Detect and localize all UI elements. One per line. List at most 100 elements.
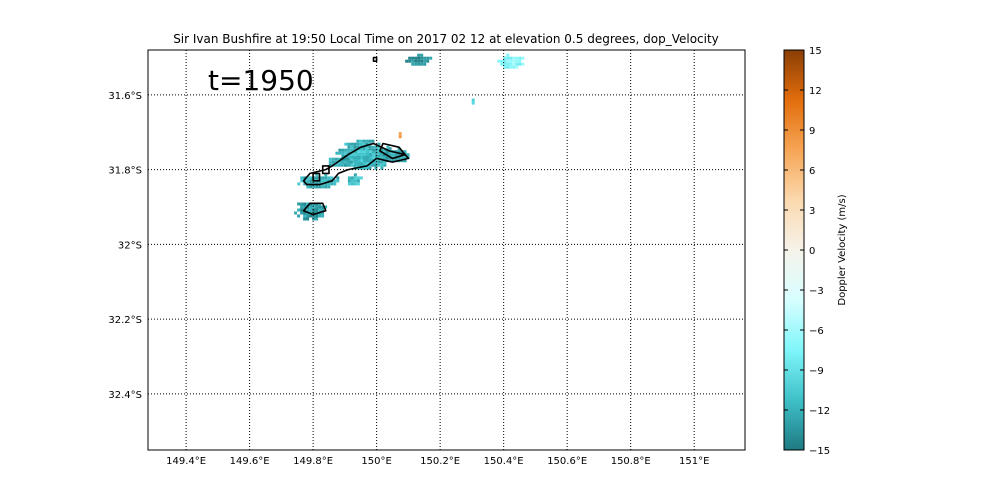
echo-cell (366, 153, 370, 157)
latitude-label: 32.4°S (108, 390, 142, 401)
echo-cell (515, 62, 519, 66)
echo-cell (309, 214, 313, 218)
echo-cell (365, 139, 369, 143)
echo-cell (330, 182, 334, 186)
echo-cell (400, 159, 404, 163)
echo-cell (374, 148, 378, 152)
echo-cell (372, 162, 376, 166)
echo-cell (377, 145, 381, 149)
fire-contour (302, 202, 327, 216)
echo-cell (334, 157, 338, 161)
echo-cell (429, 56, 433, 60)
fire-contour (312, 172, 321, 182)
echo-cell (331, 160, 335, 164)
echo-cell (369, 150, 373, 154)
colorbar-ticks: 15 12 9 6 3 0 −3 −6 −9 −12 −15 (784, 46, 830, 457)
echo-cell (324, 185, 328, 189)
echo-cell (371, 148, 375, 152)
echo-cell (340, 163, 344, 167)
echo-cell (309, 185, 313, 189)
echo-cell (360, 150, 364, 154)
echo-cell (363, 150, 367, 154)
echo-cell (426, 56, 430, 60)
echo-cell (359, 166, 363, 170)
echo-cell (346, 157, 350, 161)
echo-cell (341, 148, 345, 152)
echo-cell (397, 147, 401, 151)
echo-cell (380, 160, 384, 164)
echo-cell (403, 150, 407, 154)
echo-cell (509, 62, 513, 66)
echo-cell (333, 179, 337, 183)
longitude-label: 149.6°E (230, 456, 270, 467)
echo-cell (347, 182, 351, 186)
echo-cell (366, 150, 370, 154)
longitude-label: 150.2°E (420, 456, 460, 467)
echo-cell (300, 211, 304, 215)
echo-cell (509, 59, 513, 63)
echo-cell (512, 65, 516, 69)
echo-cell (369, 153, 373, 157)
colorbar-tick-label: −15 (809, 446, 830, 457)
echo-cell (315, 173, 319, 177)
echo-cell (354, 150, 358, 154)
colorbar-tick-label: −12 (809, 406, 830, 417)
echo-cell (518, 56, 522, 60)
echo-cell (318, 185, 322, 189)
echo-cell (512, 62, 516, 66)
echo-cell (328, 163, 332, 167)
echo-cell (341, 151, 345, 155)
echo-cell (300, 202, 304, 206)
echo-cell (344, 142, 348, 146)
echo-cell (366, 159, 370, 163)
colorbar-tick-label: 6 (809, 166, 815, 177)
echo-cell (515, 65, 519, 69)
echo-cell (315, 176, 319, 180)
echo-cell (324, 179, 328, 183)
echo-cell (512, 56, 516, 60)
echo-cell (300, 179, 304, 183)
echo-cell (327, 176, 331, 180)
echo-cell (300, 205, 304, 209)
echo-cell (362, 142, 366, 146)
echo-cell (336, 179, 340, 183)
echo-cell (354, 153, 358, 157)
echo-cell (306, 185, 310, 189)
echo-cell (337, 160, 341, 164)
echo-cell (347, 145, 351, 149)
echo-cell (417, 56, 421, 60)
echo-cell (343, 157, 347, 161)
echo-cell (337, 163, 341, 167)
echo-cell (359, 139, 363, 143)
echo-cell (303, 182, 307, 186)
echo-cell (351, 153, 355, 157)
echo-cell (515, 59, 519, 63)
latitude-label: 31.6°S (108, 91, 142, 102)
echo-cell (347, 142, 351, 146)
echo-cell (359, 142, 363, 146)
echo-cell (356, 142, 360, 146)
echo-cell (331, 157, 335, 161)
latitude-label: 32.2°S (108, 315, 142, 326)
echo-cell (353, 182, 357, 186)
echo-cell (350, 142, 354, 146)
echo-cell (363, 162, 367, 166)
echo-cell (315, 205, 319, 209)
echo-cell (324, 176, 328, 180)
map-frame (147, 49, 746, 451)
echo-cell (503, 59, 507, 63)
echo-cell (327, 182, 331, 186)
echo-cell (306, 179, 310, 183)
echo-cell (315, 214, 319, 218)
longitude-label: 149.4°E (166, 456, 206, 467)
echo-cell (414, 59, 418, 63)
echo-cell (359, 176, 363, 180)
echo-cell (354, 159, 358, 163)
echo-region (497, 53, 525, 69)
echo-cell (377, 142, 381, 146)
echo-cell (417, 53, 421, 57)
echo-cell (366, 156, 370, 160)
echo-cell (366, 165, 370, 169)
echo-cell (380, 163, 384, 167)
echo-cell (500, 59, 504, 63)
